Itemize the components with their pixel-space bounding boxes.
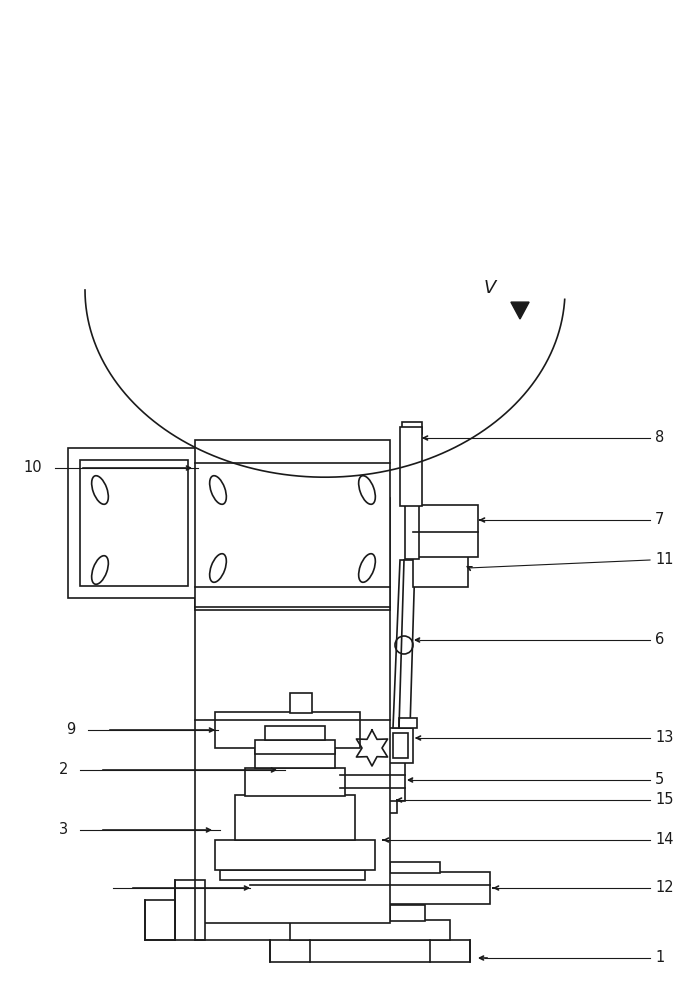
Bar [220,870,365,880]
Bar [390,862,440,873]
Bar [399,718,417,728]
Bar [195,440,390,610]
Text: 7: 7 [655,512,665,528]
Bar [390,905,425,921]
Bar [215,840,375,870]
Bar [235,795,355,840]
Bar [413,505,478,557]
Bar [270,940,470,962]
Polygon shape [511,302,529,319]
Bar [290,693,312,713]
Text: 10: 10 [24,460,42,476]
Bar [215,712,360,748]
Bar [245,768,345,796]
Bar [145,900,175,940]
Bar [80,460,188,586]
Bar [68,448,198,598]
Text: 9: 9 [65,722,75,738]
Bar [255,750,335,768]
Bar [265,733,325,750]
Text: 11: 11 [655,552,674,568]
Text: 15: 15 [655,792,674,808]
Bar [195,498,390,923]
Bar [345,800,397,813]
Text: 5: 5 [655,772,664,788]
Bar [340,762,405,801]
Bar [413,555,468,587]
Polygon shape [393,560,415,728]
Bar [402,422,422,434]
Text: 12: 12 [655,880,674,896]
Bar [290,920,450,940]
Text: 13: 13 [655,730,673,746]
Bar [333,728,413,763]
Text: 3: 3 [59,822,68,838]
Bar [255,740,335,754]
Text: 2: 2 [58,762,68,778]
Bar [175,880,205,940]
Text: 14: 14 [655,832,674,848]
Bar [405,432,419,506]
Text: V: V [484,279,496,297]
Bar [340,733,368,758]
Bar [250,872,490,904]
Bar [405,504,419,559]
Bar [265,726,325,740]
Bar [393,733,408,758]
Bar [400,427,422,506]
Text: 1: 1 [655,950,664,966]
Text: 6: 6 [655,633,664,648]
Text: 8: 8 [655,430,664,446]
Bar [310,905,345,921]
Bar [360,812,382,862]
Bar [295,862,345,873]
